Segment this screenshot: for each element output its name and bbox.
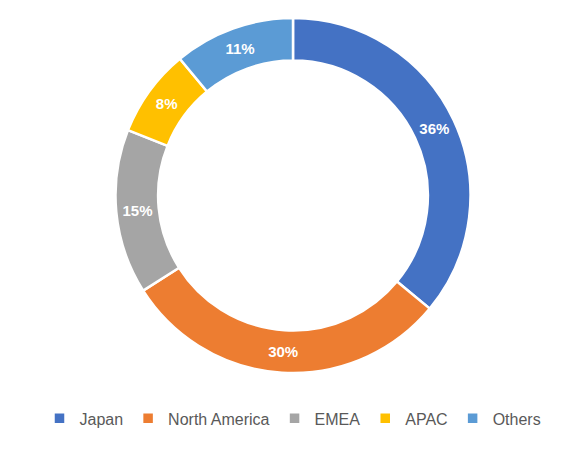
svg-text:APAC: APAC <box>405 411 447 428</box>
svg-text:30%: 30% <box>268 343 298 360</box>
svg-text:36%: 36% <box>419 120 449 137</box>
svg-text:Japan: Japan <box>80 411 124 428</box>
svg-text:11%: 11% <box>225 40 254 57</box>
svg-text:EMEA: EMEA <box>315 411 361 428</box>
svg-text:15%: 15% <box>122 202 152 219</box>
svg-text:8%: 8% <box>156 95 178 112</box>
svg-text:North America: North America <box>168 411 269 428</box>
svg-text:Others: Others <box>493 411 541 428</box>
